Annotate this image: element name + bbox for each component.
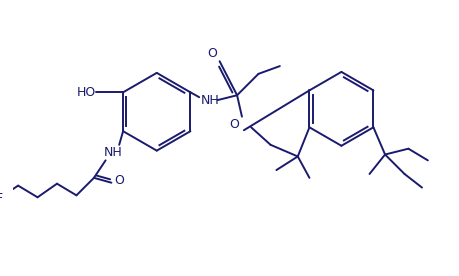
Text: O: O: [229, 118, 239, 131]
Text: O: O: [114, 174, 124, 187]
Text: F: F: [0, 192, 3, 205]
Text: NH: NH: [104, 146, 123, 159]
Text: HO: HO: [76, 86, 95, 99]
Text: O: O: [207, 47, 216, 60]
Text: NH: NH: [200, 94, 219, 107]
